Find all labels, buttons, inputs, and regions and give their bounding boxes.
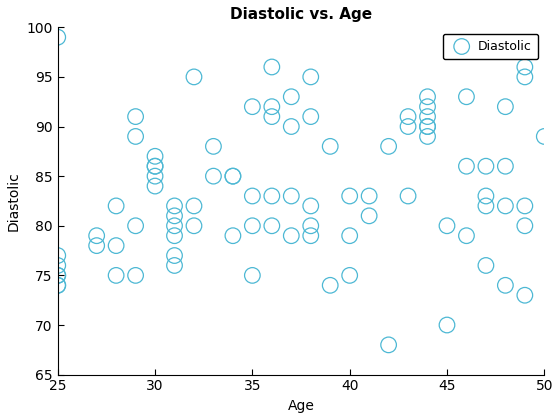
Title: Diastolic vs. Age: Diastolic vs. Age bbox=[230, 7, 372, 22]
Diastolic bbox=[189, 74, 198, 80]
Diastolic bbox=[53, 272, 62, 279]
Diastolic bbox=[53, 252, 62, 259]
Diastolic bbox=[248, 272, 257, 279]
Diastolic bbox=[170, 223, 179, 229]
Diastolic bbox=[287, 123, 296, 130]
Diastolic bbox=[345, 193, 354, 199]
Diastolic bbox=[326, 143, 335, 150]
Diastolic bbox=[131, 133, 140, 140]
Diastolic bbox=[404, 193, 413, 199]
Diastolic bbox=[53, 262, 62, 269]
Diastolic bbox=[482, 262, 491, 269]
Diastolic bbox=[501, 163, 510, 170]
Diastolic bbox=[501, 282, 510, 289]
Diastolic bbox=[228, 173, 237, 179]
Diastolic bbox=[151, 163, 160, 170]
Diastolic bbox=[170, 252, 179, 259]
Diastolic bbox=[151, 183, 160, 189]
Diastolic bbox=[111, 202, 120, 209]
Diastolic bbox=[111, 272, 120, 279]
Diastolic bbox=[365, 213, 374, 219]
Diastolic bbox=[131, 272, 140, 279]
Diastolic bbox=[267, 103, 276, 110]
Diastolic bbox=[442, 322, 451, 328]
Diastolic bbox=[306, 232, 315, 239]
Diastolic bbox=[482, 193, 491, 199]
Diastolic bbox=[92, 242, 101, 249]
X-axis label: Age: Age bbox=[288, 399, 315, 413]
Diastolic bbox=[345, 232, 354, 239]
Diastolic bbox=[501, 202, 510, 209]
Diastolic bbox=[462, 93, 471, 100]
Diastolic bbox=[151, 163, 160, 170]
Diastolic bbox=[53, 34, 62, 41]
Diastolic bbox=[423, 123, 432, 130]
Diastolic bbox=[384, 341, 393, 348]
Diastolic bbox=[267, 223, 276, 229]
Diastolic bbox=[462, 163, 471, 170]
Diastolic bbox=[423, 123, 432, 130]
Diastolic bbox=[209, 143, 218, 150]
Diastolic bbox=[267, 193, 276, 199]
Diastolic bbox=[540, 133, 549, 140]
Diastolic bbox=[520, 202, 529, 209]
Diastolic bbox=[482, 202, 491, 209]
Diastolic bbox=[111, 242, 120, 249]
Diastolic bbox=[151, 153, 160, 160]
Diastolic bbox=[306, 223, 315, 229]
Diastolic bbox=[248, 223, 257, 229]
Y-axis label: Diastolic: Diastolic bbox=[7, 171, 21, 231]
Diastolic bbox=[306, 74, 315, 80]
Diastolic bbox=[306, 202, 315, 209]
Diastolic bbox=[92, 232, 101, 239]
Diastolic bbox=[501, 103, 510, 110]
Diastolic bbox=[151, 173, 160, 179]
Diastolic bbox=[53, 282, 62, 289]
Diastolic bbox=[267, 113, 276, 120]
Diastolic bbox=[423, 93, 432, 100]
Diastolic bbox=[384, 143, 393, 150]
Diastolic bbox=[442, 223, 451, 229]
Diastolic bbox=[248, 103, 257, 110]
Diastolic bbox=[482, 163, 491, 170]
Diastolic bbox=[267, 63, 276, 70]
Diastolic bbox=[170, 232, 179, 239]
Diastolic bbox=[189, 202, 198, 209]
Diastolic bbox=[170, 202, 179, 209]
Diastolic bbox=[404, 113, 413, 120]
Diastolic bbox=[228, 232, 237, 239]
Diastolic bbox=[520, 74, 529, 80]
Diastolic bbox=[306, 113, 315, 120]
Legend: Diastolic: Diastolic bbox=[443, 34, 538, 59]
Diastolic bbox=[326, 282, 335, 289]
Diastolic bbox=[423, 103, 432, 110]
Diastolic bbox=[131, 223, 140, 229]
Diastolic bbox=[248, 193, 257, 199]
Diastolic bbox=[520, 292, 529, 299]
Diastolic bbox=[423, 133, 432, 140]
Diastolic bbox=[131, 113, 140, 120]
Diastolic bbox=[170, 262, 179, 269]
Diastolic bbox=[287, 232, 296, 239]
Diastolic bbox=[228, 173, 237, 179]
Diastolic bbox=[287, 193, 296, 199]
Diastolic bbox=[423, 113, 432, 120]
Diastolic bbox=[170, 213, 179, 219]
Diastolic bbox=[520, 63, 529, 70]
Diastolic bbox=[189, 223, 198, 229]
Diastolic bbox=[345, 272, 354, 279]
Diastolic bbox=[209, 173, 218, 179]
Diastolic bbox=[462, 232, 471, 239]
Diastolic bbox=[53, 272, 62, 279]
Diastolic bbox=[365, 193, 374, 199]
Diastolic bbox=[520, 223, 529, 229]
Diastolic bbox=[53, 282, 62, 289]
Diastolic bbox=[287, 93, 296, 100]
Diastolic bbox=[404, 123, 413, 130]
